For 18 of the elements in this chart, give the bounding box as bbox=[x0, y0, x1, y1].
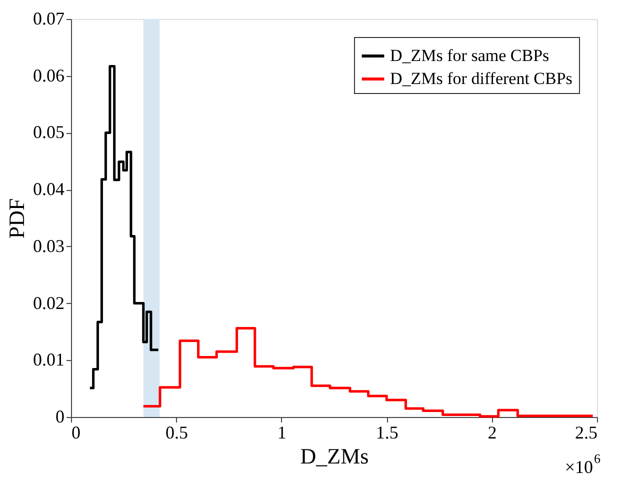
x-tick-label: 1 bbox=[277, 422, 286, 442]
y-tick-label: 0 bbox=[56, 406, 64, 426]
y-tick-label: 0.06 bbox=[33, 65, 64, 86]
y-tick-label: 0.07 bbox=[33, 8, 64, 28]
y-tick-label: 0.04 bbox=[33, 179, 64, 200]
x-tick-label: 2.5 bbox=[575, 422, 598, 442]
y-tick-label: 0.02 bbox=[33, 292, 64, 313]
legend-label: D_ZMs for same CBPs bbox=[390, 46, 550, 65]
x-tick-label: 0 bbox=[72, 422, 80, 442]
x-tick-label: 1.5 bbox=[376, 422, 398, 442]
y-tick-label: 0.05 bbox=[33, 122, 64, 142]
x-tick-label: 0.5 bbox=[165, 422, 188, 442]
x-axis-title: D_ZMs bbox=[300, 444, 369, 468]
x-tick-label: 2 bbox=[488, 422, 497, 442]
legend-label: D_ZMs for different CBPs bbox=[390, 69, 572, 88]
y-axis-title: PDF bbox=[4, 198, 29, 239]
y-tick-label: 0.03 bbox=[33, 236, 64, 256]
y-tick-label: 0.01 bbox=[33, 350, 64, 370]
